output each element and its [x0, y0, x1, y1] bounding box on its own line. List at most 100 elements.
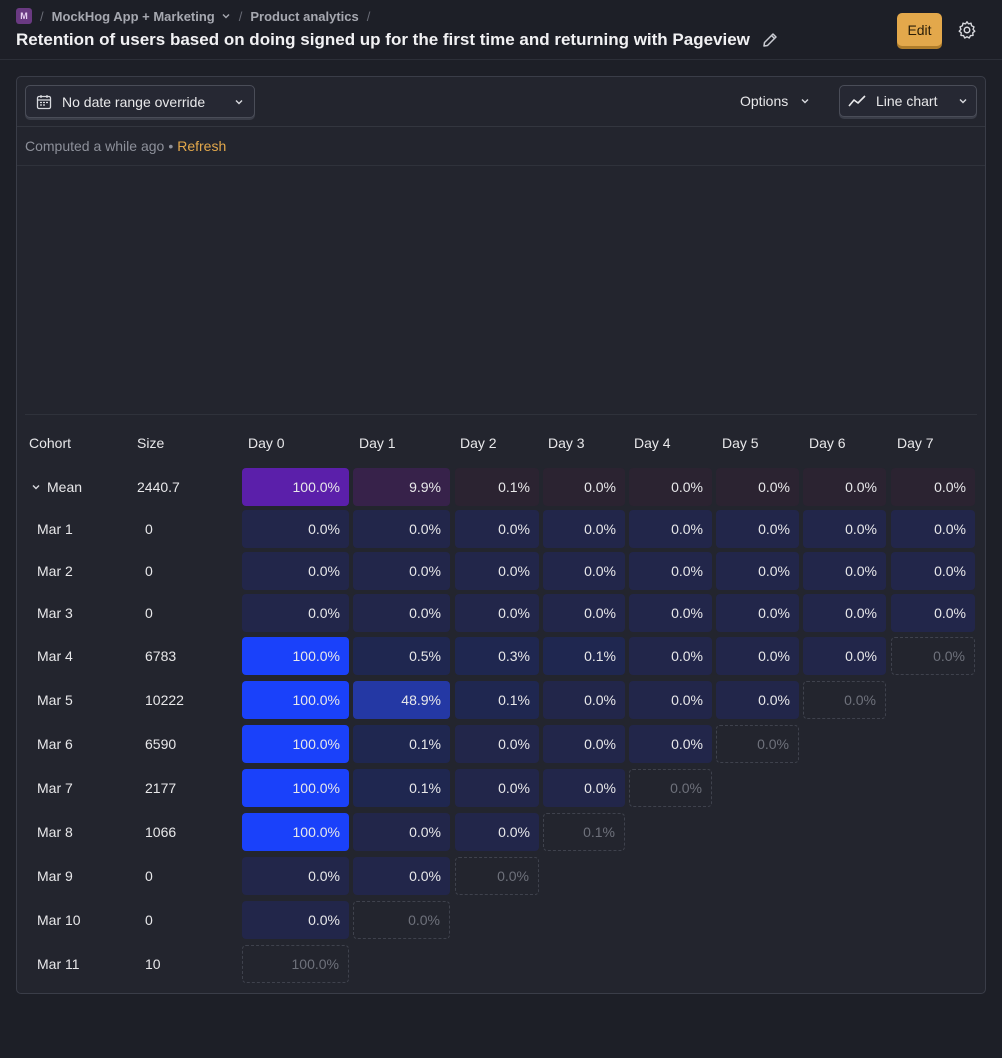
cohort-size: 10	[145, 956, 161, 972]
retention-cell[interactable]: 0.0%	[891, 594, 975, 632]
retention-cell[interactable]: 0.0%	[629, 552, 712, 590]
date-range-button[interactable]: No date range override	[25, 85, 255, 118]
page-title-text: Retention of users based on doing signed…	[16, 30, 750, 49]
retention-cell[interactable]: 0.0%	[803, 552, 886, 590]
chart-type-select[interactable]: Line chart	[839, 85, 977, 117]
retention-cell[interactable]: 0.1%	[353, 725, 450, 763]
chevron-down-icon	[959, 99, 967, 104]
retention-cell[interactable]: 0.0%	[242, 901, 349, 939]
retention-cell[interactable]: 0.0%	[716, 637, 799, 675]
retention-cell[interactable]: 0.0%	[803, 594, 886, 632]
retention-cell[interactable]: 0.0%	[455, 594, 539, 632]
retention-cell[interactable]: 0.0%	[629, 637, 712, 675]
cohort-size: 0	[145, 521, 153, 537]
mean-cell-day-6[interactable]: 0.0%	[803, 468, 886, 506]
breadcrumb: M / MockHog App + Marketing / Product an…	[16, 7, 370, 25]
breadcrumb-project-label: MockHog App + Marketing	[51, 8, 215, 24]
retention-cell[interactable]: 0.0%	[543, 769, 625, 807]
refresh-link[interactable]: Refresh	[177, 138, 227, 154]
cohort-size: 1066	[145, 824, 177, 840]
retention-cell[interactable]: 0.1%	[543, 637, 625, 675]
retention-cell[interactable]: 0.0%	[891, 637, 975, 675]
retention-cell[interactable]: 0.0%	[455, 552, 539, 590]
retention-cell[interactable]: 0.0%	[543, 510, 625, 548]
retention-cell[interactable]: 100.0%	[242, 637, 349, 675]
breadcrumb-product-analytics[interactable]: Product analytics	[250, 8, 359, 24]
mean-label: Mean	[47, 479, 83, 495]
mean-cell-day-5[interactable]: 0.0%	[716, 468, 799, 506]
retention-cell[interactable]: 0.3%	[455, 637, 539, 675]
retention-cell[interactable]: 0.0%	[353, 901, 450, 939]
retention-cell[interactable]: 0.0%	[543, 681, 625, 719]
retention-cell[interactable]: 0.0%	[353, 594, 450, 632]
retention-cell[interactable]: 0.0%	[242, 552, 349, 590]
retention-cell[interactable]: 0.1%	[353, 769, 450, 807]
mean-cell-day-2[interactable]: 0.1%	[455, 468, 539, 506]
retention-cell[interactable]: 0.0%	[716, 510, 799, 548]
cohort-size: 2177	[145, 780, 177, 796]
retention-cell[interactable]: 0.0%	[629, 769, 712, 807]
calendar-icon	[36, 94, 52, 109]
retention-cell[interactable]: 0.5%	[353, 637, 450, 675]
retention-cell[interactable]: 0.0%	[716, 725, 799, 763]
cohort-label: Mar 6	[37, 736, 73, 752]
cohort-label: Mar 7	[37, 780, 73, 796]
column-header-cohort: Cohort	[29, 435, 72, 451]
retention-cell[interactable]: 0.0%	[543, 725, 625, 763]
chart-canvas	[25, 167, 977, 415]
retention-cell[interactable]: 0.0%	[716, 681, 799, 719]
retention-cell[interactable]: 0.0%	[716, 552, 799, 590]
retention-cell[interactable]: 0.0%	[543, 552, 625, 590]
retention-cell[interactable]: 0.0%	[629, 681, 712, 719]
computed-status: Computed a while ago • Refresh	[17, 127, 985, 166]
retention-cell[interactable]: 100.0%	[242, 769, 349, 807]
mean-size: 2440.7	[137, 479, 180, 495]
breadcrumb-project[interactable]: MockHog App + Marketing	[52, 9, 231, 24]
retention-cell[interactable]: 0.1%	[543, 813, 625, 851]
retention-cell[interactable]: 0.0%	[242, 510, 349, 548]
mean-cell-day-1[interactable]: 9.9%	[353, 468, 450, 506]
retention-cell[interactable]: 0.0%	[353, 857, 450, 895]
mean-row-toggle[interactable]: Mean	[31, 468, 82, 506]
retention-cell[interactable]: 0.0%	[242, 857, 349, 895]
retention-cell[interactable]: 100.0%	[242, 813, 349, 851]
retention-cell[interactable]: 0.0%	[543, 594, 625, 632]
edit-button[interactable]: Edit	[897, 13, 942, 46]
retention-cell[interactable]: 0.1%	[455, 681, 539, 719]
retention-cell[interactable]: 100.0%	[242, 725, 349, 763]
retention-cell[interactable]: 0.0%	[455, 510, 539, 548]
mean-cell-day-3[interactable]: 0.0%	[543, 468, 625, 506]
retention-cell[interactable]: 0.0%	[455, 813, 539, 851]
mean-cell-day-7[interactable]: 0.0%	[891, 468, 975, 506]
cohort-label: Mar 1	[37, 521, 73, 537]
retention-cell[interactable]: 0.0%	[716, 594, 799, 632]
retention-cell[interactable]: 0.0%	[629, 510, 712, 548]
retention-cell[interactable]: 0.0%	[803, 637, 886, 675]
pencil-icon[interactable]	[760, 30, 780, 50]
retention-cell[interactable]: 0.0%	[891, 552, 975, 590]
mean-cell-day-0[interactable]: 100.0%	[242, 468, 349, 506]
breadcrumb-separator: /	[366, 8, 371, 24]
retention-cell[interactable]: 0.0%	[353, 813, 450, 851]
column-header-day-7: Day 7	[897, 435, 934, 451]
retention-cell[interactable]: 0.0%	[629, 725, 712, 763]
date-range-label: No date range override	[62, 93, 206, 110]
retention-cell[interactable]: 0.0%	[455, 725, 539, 763]
retention-cell[interactable]: 0.0%	[891, 510, 975, 548]
retention-cell[interactable]: 0.0%	[353, 552, 450, 590]
retention-cell[interactable]: 0.0%	[629, 594, 712, 632]
retention-cell[interactable]: 100.0%	[242, 681, 349, 719]
retention-cell[interactable]: 0.0%	[455, 857, 539, 895]
project-logo[interactable]: M	[16, 8, 32, 24]
retention-cell[interactable]: 0.0%	[803, 681, 886, 719]
gear-icon[interactable]	[956, 19, 978, 41]
mean-cell-day-4[interactable]: 0.0%	[629, 468, 712, 506]
retention-cell[interactable]: 100.0%	[242, 945, 349, 983]
retention-cell[interactable]: 0.0%	[242, 594, 349, 632]
retention-cell[interactable]: 0.0%	[803, 510, 886, 548]
retention-cell[interactable]: 48.9%	[353, 681, 450, 719]
status-separator: •	[168, 138, 174, 154]
options-button[interactable]: Options	[740, 93, 810, 109]
retention-cell[interactable]: 0.0%	[455, 769, 539, 807]
retention-cell[interactable]: 0.0%	[353, 510, 450, 548]
